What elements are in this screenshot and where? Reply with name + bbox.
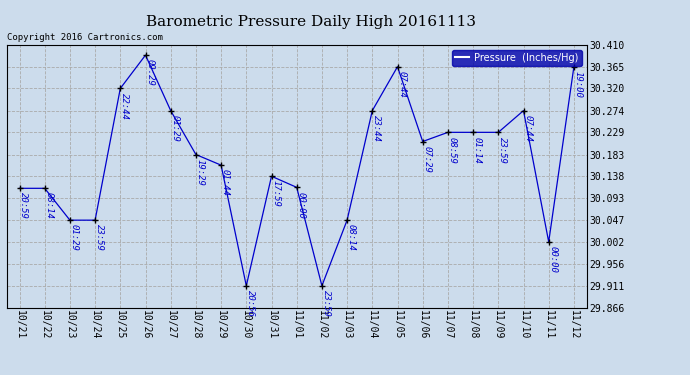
Text: 00:00: 00:00: [549, 246, 558, 273]
Text: 19:00: 19:00: [573, 71, 582, 98]
Text: 01:29: 01:29: [70, 224, 79, 251]
Text: 08:14: 08:14: [347, 224, 356, 251]
Text: 19:29: 19:29: [195, 159, 204, 186]
Text: 08:59: 08:59: [448, 136, 457, 164]
Text: 23:59: 23:59: [95, 224, 103, 251]
Text: 07:44: 07:44: [523, 115, 532, 142]
Text: Copyright 2016 Cartronics.com: Copyright 2016 Cartronics.com: [7, 33, 163, 42]
Text: 00:00: 00:00: [297, 192, 306, 218]
Text: 07:44: 07:44: [397, 71, 406, 98]
Text: 09:29: 09:29: [145, 59, 154, 86]
Text: 22:44: 22:44: [120, 93, 129, 120]
Text: 08:14: 08:14: [44, 192, 53, 219]
Text: 01:29: 01:29: [170, 115, 179, 142]
Text: 17:59: 17:59: [271, 180, 280, 207]
Text: Barometric Pressure Daily High 20161113: Barometric Pressure Daily High 20161113: [146, 15, 475, 29]
Text: 07:29: 07:29: [422, 146, 431, 172]
Text: 20:59: 20:59: [19, 192, 28, 219]
Text: 23:59: 23:59: [498, 136, 507, 164]
Text: 20:56: 20:56: [246, 290, 255, 317]
Text: 23:59: 23:59: [322, 290, 331, 317]
Text: 01:14: 01:14: [473, 136, 482, 164]
Text: 23:44: 23:44: [372, 115, 381, 142]
Text: 01:44: 01:44: [221, 170, 230, 196]
Legend: Pressure  (Inches/Hg): Pressure (Inches/Hg): [452, 50, 582, 66]
